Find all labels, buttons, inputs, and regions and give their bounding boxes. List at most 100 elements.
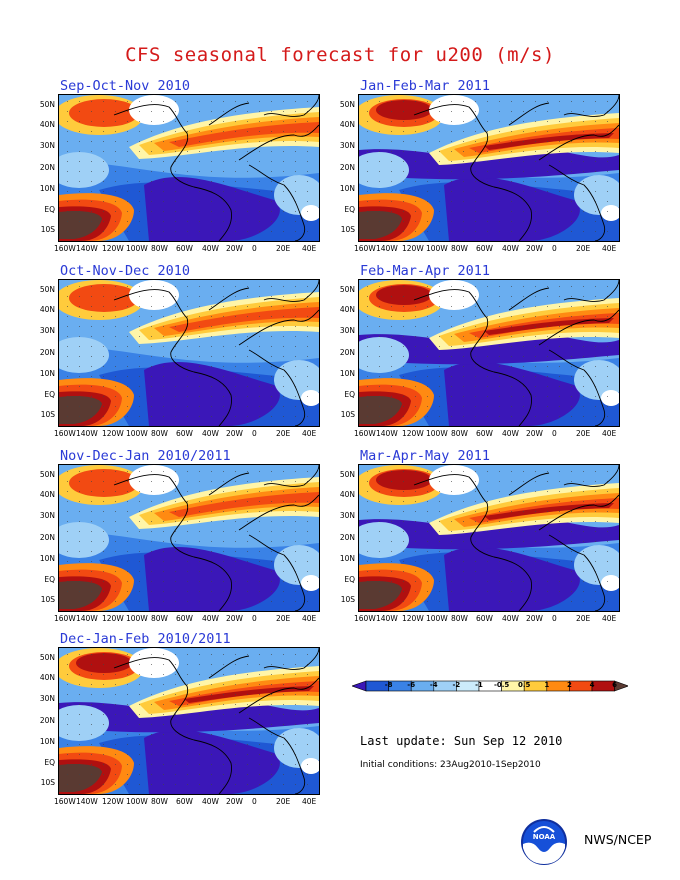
x-tick-label: 80W <box>451 614 468 623</box>
x-tick-label: 120W <box>102 244 124 253</box>
x-tick-label: 140W <box>76 797 98 806</box>
x-tick-label: 80W <box>151 614 168 623</box>
y-tick-label: 10S <box>40 410 55 419</box>
y-tick-label: 30N <box>39 511 55 520</box>
y-tick-label: 10S <box>340 595 355 604</box>
y-tick-label: 10N <box>339 554 355 563</box>
x-tick-label: 0 <box>252 797 257 806</box>
y-tick-label: 50N <box>39 285 55 294</box>
y-tick-label: EQ <box>44 575 55 584</box>
y-tick-label: 40N <box>339 490 355 499</box>
colorbar-tick-label: -1 <box>475 681 483 689</box>
forecast-map-panel <box>358 279 620 427</box>
x-tick-label: 40W <box>202 244 219 253</box>
x-tick-label: 20E <box>576 244 591 253</box>
x-tick-label: 120W <box>402 614 424 623</box>
x-tick-label: 20E <box>576 614 591 623</box>
forecast-map-panel <box>58 647 320 795</box>
forecast-map-panel <box>358 94 620 242</box>
colorbar-tick-label: -4 <box>429 681 438 689</box>
y-tick-label: 30N <box>339 326 355 335</box>
x-tick-label: 120W <box>402 429 424 438</box>
y-tick-label: 30N <box>39 694 55 703</box>
panel-title: Feb-Mar-Apr 2011 <box>360 263 491 279</box>
x-tick-label: 60W <box>176 797 193 806</box>
y-tick-label: 10N <box>39 737 55 746</box>
x-tick-label: 160W <box>354 244 376 253</box>
y-tick-label: 10S <box>40 595 55 604</box>
x-tick-label: 20W <box>226 797 243 806</box>
x-tick-label: 160W <box>354 429 376 438</box>
x-tick-label: 140W <box>376 614 398 623</box>
y-tick-label: 10S <box>340 225 355 234</box>
y-tick-label: 30N <box>39 326 55 335</box>
y-tick-label: EQ <box>344 205 355 214</box>
colorbar-tick-label: -0.5 <box>493 681 510 689</box>
x-tick-label: 140W <box>376 429 398 438</box>
x-tick-label: 100W <box>126 614 148 623</box>
y-tick-label: EQ <box>344 390 355 399</box>
x-tick-label: 0 <box>252 614 257 623</box>
x-tick-label: 60W <box>176 614 193 623</box>
u200-contour-map <box>359 465 619 611</box>
y-tick-label: 40N <box>39 673 55 682</box>
y-tick-label: 50N <box>39 100 55 109</box>
x-tick-label: 0 <box>552 614 557 623</box>
colorbar-tick-label: 6 <box>612 681 618 689</box>
x-tick-label: 20W <box>526 429 543 438</box>
x-tick-label: 120W <box>102 614 124 623</box>
y-tick-label: 10S <box>340 410 355 419</box>
last-update-text: Last update: Sun Sep 12 2010 <box>360 734 563 748</box>
x-tick-label: 40E <box>302 429 317 438</box>
x-tick-label: 40W <box>202 797 219 806</box>
x-tick-label: 0 <box>552 429 557 438</box>
x-tick-label: 40E <box>302 797 317 806</box>
x-tick-label: 140W <box>376 244 398 253</box>
colorbar-tick-label: 4 <box>589 681 595 689</box>
x-tick-label: 120W <box>402 244 424 253</box>
y-tick-label: 30N <box>339 141 355 150</box>
x-tick-label: 60W <box>476 244 493 253</box>
x-tick-label: 80W <box>151 429 168 438</box>
y-tick-label: 40N <box>39 490 55 499</box>
agency-label: NWS/NCEP <box>584 832 652 847</box>
x-tick-label: 140W <box>76 244 98 253</box>
colorbar <box>351 679 630 698</box>
y-tick-label: 10S <box>40 225 55 234</box>
x-tick-label: 100W <box>426 429 448 438</box>
x-tick-label: 20W <box>226 614 243 623</box>
x-tick-label: 100W <box>126 797 148 806</box>
colorbar-swatch <box>614 680 630 692</box>
colorbar-tick-label: -8 <box>384 681 393 689</box>
figure-title: CFS seasonal forecast for u200 (m/s) <box>125 44 555 66</box>
colorbar-tick-label: -2 <box>452 681 461 689</box>
forecast-map-panel <box>58 464 320 612</box>
noaa-logo-icon: NOAA <box>520 818 568 866</box>
panel-title: Nov-Dec-Jan 2010/2011 <box>60 448 231 464</box>
logo-text: NOAA <box>533 833 556 841</box>
y-tick-label: 10N <box>39 369 55 378</box>
x-tick-label: 40E <box>602 429 617 438</box>
x-tick-label: 0 <box>252 244 257 253</box>
panel-title: Mar-Apr-May 2011 <box>360 448 491 464</box>
x-tick-label: 20E <box>276 429 291 438</box>
y-tick-label: 20N <box>339 348 355 357</box>
x-tick-label: 160W <box>54 797 76 806</box>
x-tick-label: 80W <box>151 244 168 253</box>
y-tick-label: 30N <box>39 141 55 150</box>
colorbar-tick-label: 2 <box>566 681 572 689</box>
panel-title: Oct-Nov-Dec 2010 <box>60 263 191 279</box>
x-tick-label: 40E <box>602 614 617 623</box>
x-tick-label: 160W <box>354 614 376 623</box>
x-tick-label: 40W <box>502 244 519 253</box>
y-tick-label: 20N <box>339 533 355 542</box>
x-tick-label: 20E <box>576 429 591 438</box>
x-tick-label: 20W <box>526 614 543 623</box>
x-tick-label: 40W <box>202 429 219 438</box>
x-tick-label: 100W <box>426 614 448 623</box>
x-tick-label: 20E <box>276 244 291 253</box>
x-tick-label: 120W <box>102 797 124 806</box>
x-tick-label: 60W <box>176 429 193 438</box>
y-tick-label: EQ <box>44 390 55 399</box>
y-tick-label: 10N <box>339 184 355 193</box>
